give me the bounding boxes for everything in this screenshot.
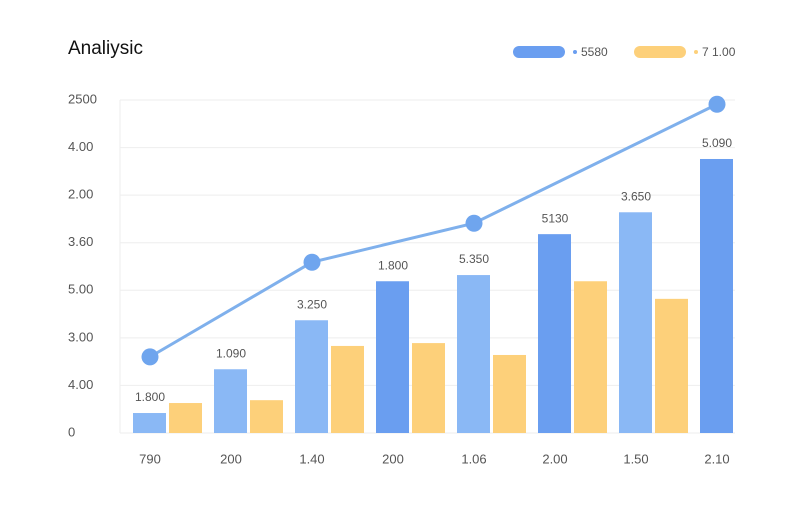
legend-swatch: [634, 46, 686, 58]
bar: [331, 345, 364, 433]
bar: [169, 403, 202, 433]
legend-label: 5580: [581, 45, 608, 59]
line-marker: [141, 348, 159, 366]
line-marker: [465, 214, 483, 232]
x-tick-label: 1.06: [461, 451, 486, 466]
y-tick-label: 2500: [68, 91, 97, 106]
bar-annotation: 3.650: [621, 189, 651, 203]
bar: [376, 281, 409, 433]
bar-annotation: 5.350: [459, 252, 489, 266]
bar-annotation: 3.250: [297, 297, 327, 311]
bar-annotation: 5130: [542, 211, 569, 225]
x-tick-label: 200: [220, 451, 242, 466]
x-tick-label: 2.00: [542, 451, 567, 466]
x-tick-label: 200: [382, 451, 404, 466]
x-tick-label: 1.40: [299, 451, 324, 466]
legend-swatch: [513, 46, 565, 58]
x-tick-label: 1.50: [623, 451, 648, 466]
legend-label: 7 1.00: [702, 45, 736, 59]
bar-annotation: 1.800: [135, 390, 165, 404]
bar: [538, 234, 571, 433]
x-tick-label: 2.10: [704, 451, 729, 466]
bar-annotation: 1.800: [378, 258, 408, 272]
chart-title: Analiysic: [68, 38, 143, 59]
y-tick-label: 3.60: [68, 234, 93, 249]
line: [149, 102, 718, 359]
legend-dot: [573, 50, 577, 54]
x-tick-label: 790: [139, 451, 161, 466]
line-marker: [708, 95, 726, 113]
bar-annotation: 1.090: [216, 346, 246, 360]
bar-annotation: 5.090: [702, 136, 732, 150]
y-tick-label: 2.00: [68, 187, 93, 202]
bar: [574, 281, 607, 433]
bar: [412, 343, 445, 433]
bar: [493, 354, 526, 433]
legend-dot: [694, 50, 698, 54]
line-marker: [303, 253, 321, 271]
y-tick-label: 3.00: [68, 329, 93, 344]
bar: [457, 275, 490, 433]
bar: [655, 298, 688, 433]
bar: [214, 369, 247, 433]
y-tick-label: 4.00: [68, 377, 93, 392]
y-tick-label: 5.00: [68, 282, 93, 297]
bar: [700, 158, 733, 433]
bar: [133, 413, 166, 433]
bar: [250, 400, 283, 433]
y-tick-label: 4.00: [68, 139, 93, 154]
bar: [619, 212, 652, 433]
y-tick-label: 0: [68, 424, 75, 439]
bar: [295, 320, 328, 433]
